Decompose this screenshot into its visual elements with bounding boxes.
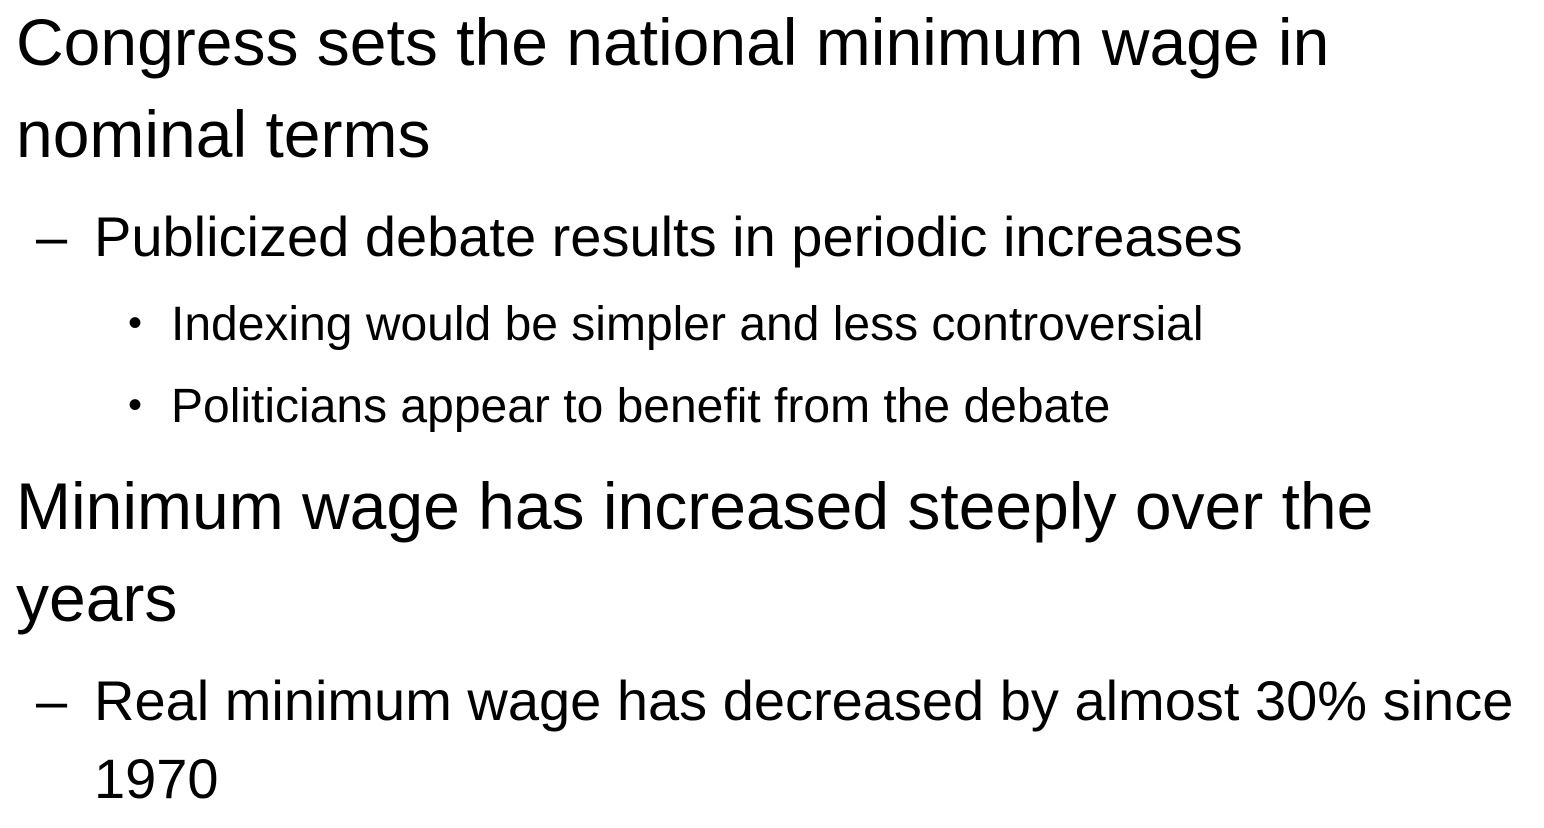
bullet-text: Congress sets the national minimum wage … — [16, 5, 1330, 171]
bullet-level1-nominal-terms: Congress sets the national minimum wage … — [16, 0, 1526, 180]
bullet-level1-increased-steeply: Minimum wage has increased steeply over … — [16, 460, 1526, 644]
bullet-dot-marker: • — [128, 301, 143, 345]
bullet-level2-publicized-debate: – Publicized debate results in periodic … — [36, 198, 1526, 276]
bullet-dot-marker: • — [128, 383, 143, 427]
dash-marker: – — [36, 205, 68, 268]
bullet-text: Politicians appear to benefit from the d… — [171, 380, 1111, 433]
bullet-text: Real minimum wage has decreased by almos… — [94, 669, 1514, 810]
bullet-text: Indexing would be simpler and less contr… — [171, 298, 1204, 351]
bullet-text: Minimum wage has increased steeply over … — [16, 469, 1374, 635]
bullet-level3-politicians: • Politicians appear to benefit from the… — [128, 377, 1518, 437]
bullet-level3-indexing: • Indexing would be simpler and less con… — [128, 295, 1518, 355]
dash-marker: – — [36, 669, 68, 732]
bullet-text: Publicized debate results in periodic in… — [94, 205, 1243, 268]
bullet-level2-real-minimum-wage: – Real minimum wage has decreased by alm… — [36, 662, 1526, 818]
